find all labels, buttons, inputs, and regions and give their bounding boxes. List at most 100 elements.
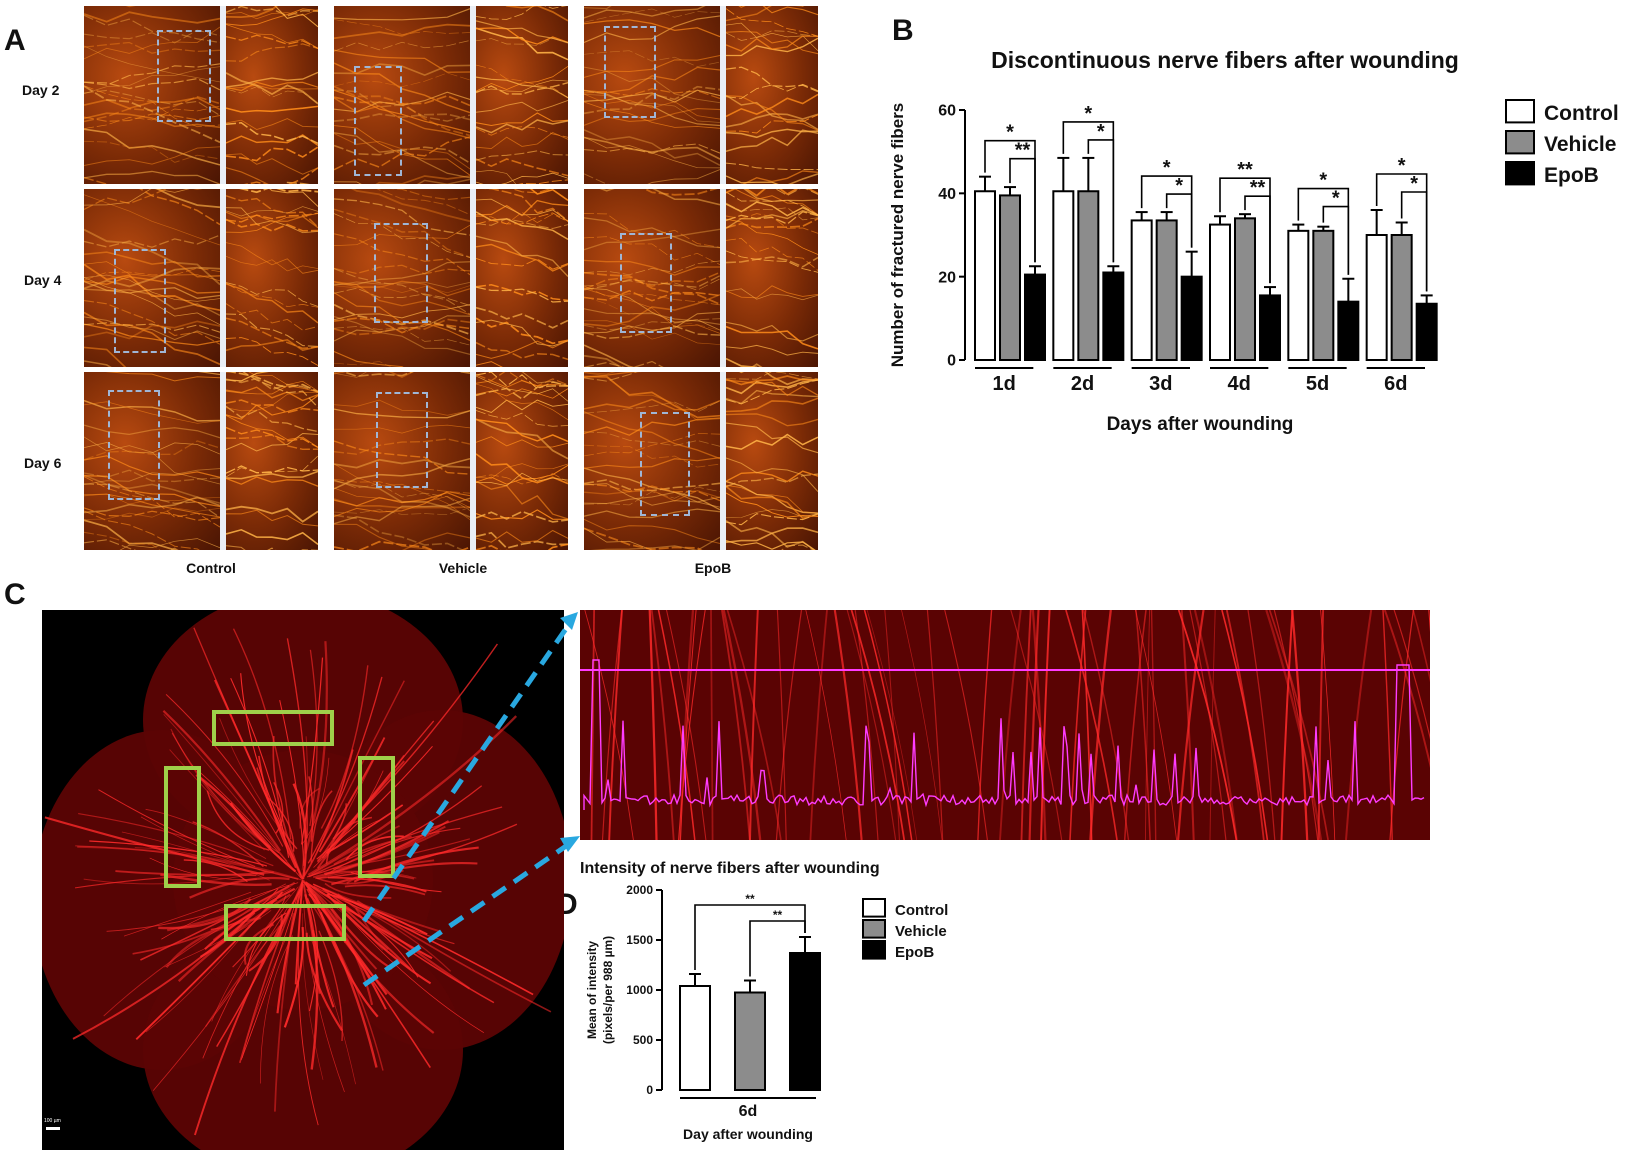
nerve-fiber: [726, 610, 782, 840]
nerve-fiber: [334, 372, 367, 378]
nerve-fiber: [334, 261, 470, 285]
nerve-fiber: [204, 887, 296, 950]
nerve-fiber: [307, 785, 483, 878]
nerve-fiber: [787, 173, 818, 184]
zoom-region-box: [640, 412, 690, 516]
nerve-fiber: [726, 6, 805, 22]
nerve-fiber: [584, 89, 720, 127]
x-category-label: 1d: [992, 373, 1015, 395]
nerve-fiber: [584, 212, 720, 248]
nerve-fiber: [726, 492, 818, 518]
nerve-fiber: [643, 189, 718, 196]
nerve-fiber: [1382, 610, 1393, 840]
nerve-fiber: [1225, 610, 1265, 840]
zoom-region-box: [157, 30, 211, 122]
nerve-fiber: [1082, 610, 1130, 840]
significance-bracket-vehicle-epob-label: **: [1250, 177, 1266, 199]
nerve-fiber: [584, 360, 664, 367]
nerve-fiber: [244, 167, 318, 184]
micrograph-vehicle-day6-zoom: [476, 372, 568, 550]
legend-label-vehicle: Vehicle: [895, 923, 947, 940]
nerve-fiber: [334, 316, 470, 355]
nerve-fiber: [226, 242, 318, 274]
nerve-fiber: [476, 372, 568, 390]
nerve-fiber: [334, 457, 470, 490]
nerve-fiber: [529, 189, 568, 202]
nerve-fiber: [726, 375, 818, 386]
nerve-fiber: [304, 881, 433, 960]
nerve-fiber: [781, 544, 815, 550]
nerve-fiber: [334, 326, 470, 346]
nerve-fiber: [726, 321, 818, 342]
nerve-fiber: [584, 527, 653, 550]
nerve-fiber: [1189, 610, 1227, 840]
row-label-day2: Day 2: [22, 82, 60, 98]
y-tick-label: 1000: [626, 983, 653, 997]
nerve-fiber: [476, 6, 567, 20]
sampling-region-box-4: [224, 904, 346, 941]
nerve-fiber: [226, 206, 318, 217]
nerve-fiber: [738, 6, 818, 16]
nerve-fiber: [334, 233, 470, 276]
nerve-fiber: [657, 610, 696, 840]
nerve-fiber: [226, 385, 318, 395]
nerve-fiber: [216, 903, 294, 1047]
nerve-fiber: [226, 122, 318, 144]
nerve-fiber: [165, 694, 284, 847]
nerve-fiber: [476, 410, 568, 427]
nerve-fiber: [726, 285, 818, 299]
nerve-fiber: [84, 531, 161, 550]
nerve-fiber: [334, 181, 362, 184]
nerve-fiber: [608, 610, 623, 840]
micrograph-vehicle-day4-overview: [334, 189, 470, 367]
nerve-fiber: [476, 510, 568, 523]
nerve-fiber: [334, 304, 470, 321]
nerve-fiber: [584, 417, 720, 436]
panel-label-b: B: [892, 14, 914, 47]
legend-swatch-epob: [862, 940, 886, 960]
nerve-fiber: [344, 884, 426, 896]
significance-bracket-vehicle-epob: [1165, 193, 1193, 248]
nerve-fiber: [476, 317, 568, 345]
nerve-fiber: [726, 325, 818, 350]
nerve-fiber: [584, 354, 623, 367]
nerve-fiber: [584, 94, 720, 123]
nerve-fiber: [84, 85, 220, 128]
nerve-fiber: [518, 179, 568, 184]
y-axis-label-line2: (pixels/per 988 µm): [601, 936, 615, 1044]
significance-bracket-control-epob-label: **: [1237, 159, 1253, 181]
y-tick-label: 0: [947, 353, 956, 370]
nerve-fiber: [334, 491, 470, 518]
nerve-fiber: [476, 464, 568, 485]
nerve-fiber: [334, 89, 470, 122]
nerve-fiber: [226, 167, 269, 184]
nerve-fiber: [84, 267, 220, 281]
nerve-fiber: [476, 385, 568, 400]
nerve-fiber: [584, 271, 720, 291]
significance-bracket-control-epob-label: *: [1084, 103, 1092, 125]
nerve-fiber: [334, 132, 470, 179]
nerve-fiber: [226, 395, 318, 420]
nerve-fiber: [334, 479, 470, 518]
nerve-fiber: [1265, 610, 1323, 840]
nerve-fiber: [726, 191, 818, 216]
nerve-fiber: [345, 835, 404, 861]
nerve-fiber: [132, 901, 260, 955]
panel-separator: [220, 372, 226, 550]
nerve-fiber: [726, 66, 818, 93]
nerve-fiber: [926, 610, 944, 840]
nerve-fiber: [84, 539, 179, 550]
nerve-fiber: [648, 610, 658, 840]
nerve-fiber: [584, 88, 720, 100]
row-label-day4: Day 4: [24, 272, 62, 288]
nerve-fiber: [316, 680, 405, 852]
nerve-fiber: [590, 536, 720, 550]
nerve-fiber: [863, 610, 913, 840]
nerve-fiber: [584, 518, 720, 545]
nerve-fiber: [584, 278, 720, 291]
nerve-fiber: [306, 888, 378, 1068]
nerve-fiber: [584, 101, 720, 129]
nerve-fiber: [726, 237, 818, 271]
nerve-fiber: [584, 467, 720, 511]
